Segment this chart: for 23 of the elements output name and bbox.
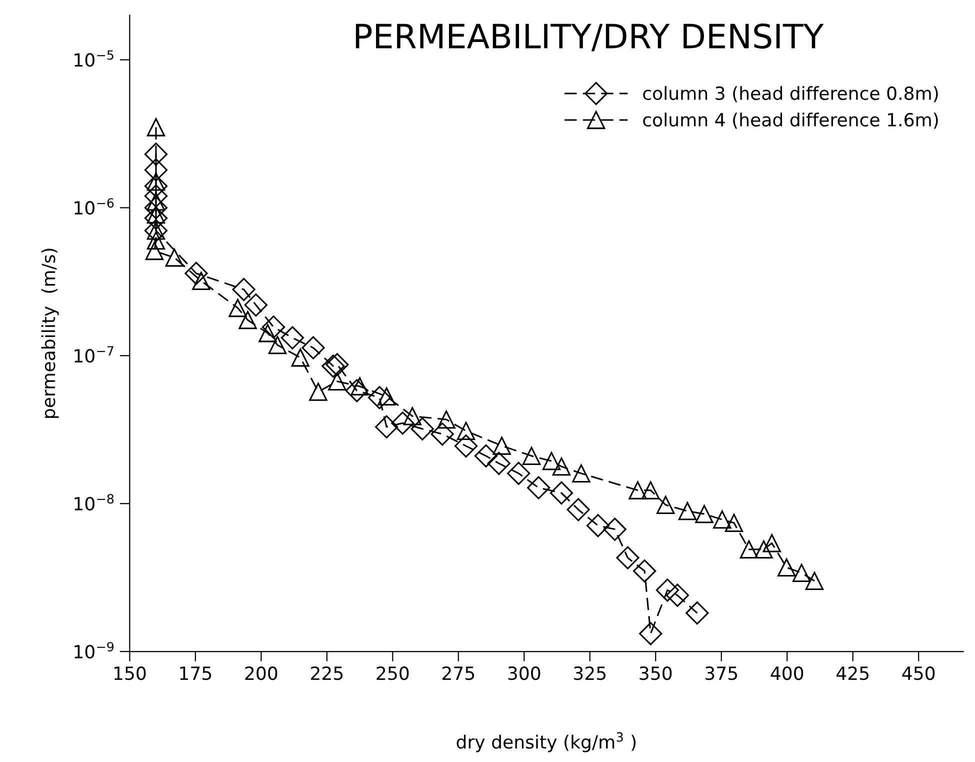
x-tick-label: 450 <box>902 666 935 680</box>
legend-label: column 3 (head difference 0.8m) <box>643 86 938 102</box>
y-tick-label: 10$^{−8}$ <box>74 494 114 511</box>
x-tick-label: 175 <box>180 666 212 680</box>
x-tick-label: 275 <box>442 666 474 680</box>
x-axis-title: dry density (kg/m$^{3}$ ) <box>456 732 636 752</box>
x-tick-label: 225 <box>310 666 343 680</box>
x-tick-label: 325 <box>574 666 606 680</box>
x-tick-label: 350 <box>640 666 672 680</box>
y-tick-label: 10$^{−5}$ <box>74 50 114 67</box>
x-tick-label: 300 <box>508 666 540 680</box>
y-tick-label: 10$^{−9}$ <box>74 642 114 658</box>
x-tick-label: 400 <box>770 666 804 680</box>
y-tick-label: 10$^{−6}$ <box>74 198 114 215</box>
y-tick-label: 10$^{−7}$ <box>74 346 114 363</box>
x-tick-label: 150 <box>114 666 146 680</box>
x-tick-label: 200 <box>245 666 278 680</box>
x-tick-label: 250 <box>376 666 409 680</box>
x-tick-label: 425 <box>836 666 869 680</box>
chart-title: PERMEABILITY/DRY DENSITY <box>356 23 824 52</box>
y-axis-title: permeability (m/s) <box>41 248 59 418</box>
x-tick-label: 375 <box>706 666 738 680</box>
legend-label: column 4 (head difference 1.6m) <box>643 112 938 129</box>
